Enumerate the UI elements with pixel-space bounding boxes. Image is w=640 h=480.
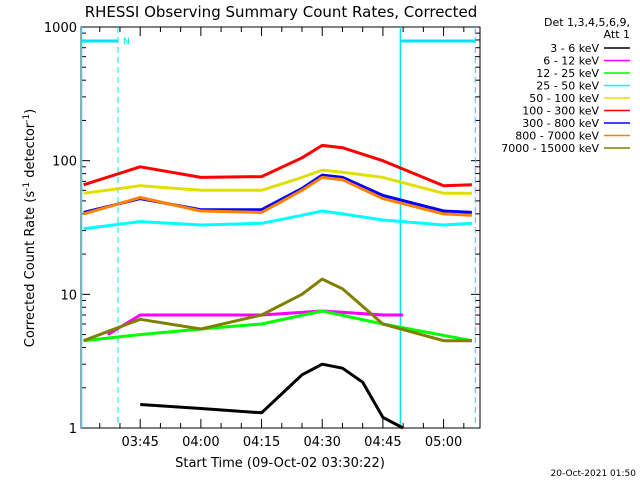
y-tick-label: 1: [69, 422, 77, 437]
timestamp: 20-Oct-2021 01:50: [551, 469, 637, 479]
x-tick-label: 04:30: [303, 435, 340, 450]
legend-label: 50 - 100 keV: [529, 92, 599, 105]
legend-label: 25 - 50 keV: [536, 80, 599, 93]
legend-label: 6 - 12 keV: [543, 55, 599, 68]
series-line: [83, 168, 472, 195]
series-line: [83, 143, 472, 188]
legend-label: 300 - 800 keV: [522, 117, 599, 130]
series-line: [107, 309, 404, 336]
x-axis-label: Start Time (09-Oct-02 03:30:22): [175, 456, 385, 471]
y-label-sup1: -1: [22, 182, 32, 191]
legend-header-2: Att 1: [604, 28, 630, 41]
y-label-main: Corrected Count Rate (s: [23, 191, 38, 348]
y-axis: 1 10 100 1000: [44, 21, 480, 437]
legend-label: 12 - 25 keV: [536, 67, 599, 80]
x-tick-label: 04:15: [243, 435, 280, 450]
y-axis-label: Corrected Count Rate (s-1 detector-1): [22, 109, 38, 347]
y-label-mid: detector: [23, 122, 38, 182]
series-line: [83, 277, 472, 343]
x-tick-label: 03:45: [121, 435, 158, 450]
series-line: [83, 175, 472, 217]
series-line: [83, 209, 472, 231]
night-marker: N: [123, 37, 130, 47]
x-axis: 03:45 04:00 04:15 04:30 04:45 05:00: [99, 27, 465, 450]
x-tick-label: 05:00: [425, 435, 462, 450]
x-tick-label: 04:00: [182, 435, 219, 450]
y-tick-label: 10: [60, 288, 77, 303]
x-tick-label: 04:45: [364, 435, 401, 450]
series-line: [140, 362, 404, 430]
time-markers: N: [80, 27, 476, 428]
chart-title: RHESSI Observing Summary Count Rates, Co…: [85, 3, 478, 21]
legend-label: 3 - 6 keV: [550, 42, 599, 55]
series-lines: [83, 143, 473, 430]
legend-label: 800 - 7000 keV: [515, 130, 599, 143]
legend-header-1: Det 1,3,4,5,6,9,: [544, 16, 630, 29]
y-tick-label: 1000: [44, 21, 77, 36]
y-label-sup2: -1: [22, 114, 32, 123]
legend-label: 7000 - 15000 keV: [501, 142, 599, 155]
legend-label: 100 - 300 keV: [522, 105, 599, 118]
y-tick-label: 100: [52, 155, 77, 170]
plot-frame: [80, 26, 481, 429]
y-label-end: ): [23, 109, 38, 114]
